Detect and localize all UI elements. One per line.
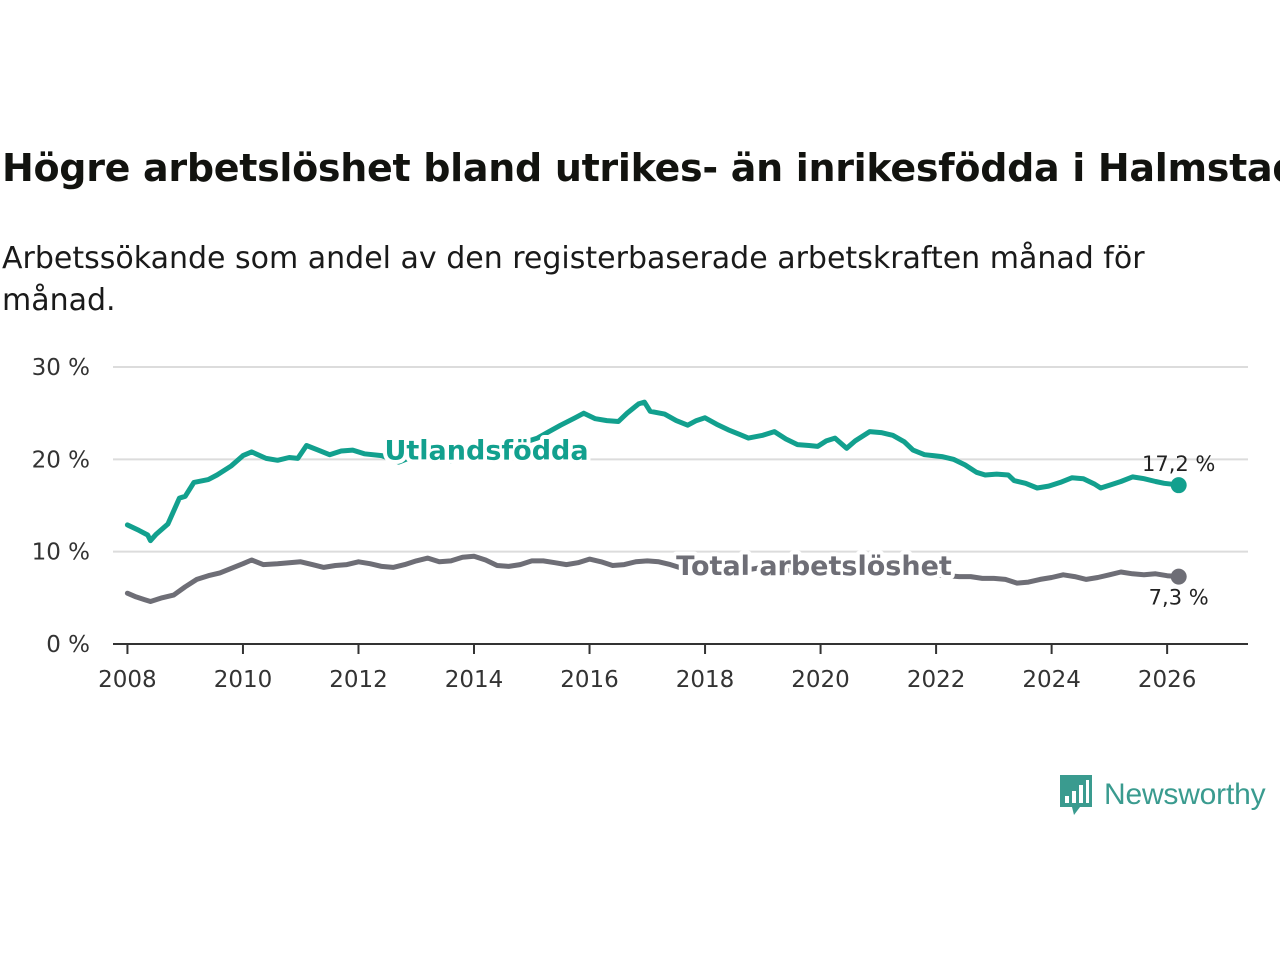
series-labels: 17,2 % 7,3 % Utlandsfödda Total arbetslöshe…: [380, 431, 1215, 610]
end-label-utland: 17,2 %: [1142, 452, 1215, 476]
end-label-total: 7,3 %: [1149, 586, 1209, 610]
series-line-total: [124, 553, 1182, 604]
y-tick-label: 0 %: [46, 632, 90, 658]
y-tick-label: 20 %: [32, 447, 90, 473]
x-tick-label: 2022: [907, 667, 966, 693]
x-tick-label: 2020: [791, 667, 850, 693]
x-tick-label: 2024: [1022, 667, 1081, 693]
series-label-utland: Utlandsfödda: [384, 435, 588, 466]
gridlines: [113, 366, 1248, 553]
chart-subtitle: Arbetssökande som andel av den registerb…: [2, 241, 1145, 318]
x-axis: 2008 2010 2012 2014 2016 2018 2020 2022 2024 2026: [98, 643, 1248, 693]
brand-name: Newsworthy: [1104, 778, 1266, 811]
chart-title: Högre arbetslöshet bland utrikes- än inr…: [2, 146, 1280, 190]
y-axis-labels: 0 % 10 % 20 % 30 %: [32, 355, 90, 658]
x-tick-label: 2012: [329, 667, 388, 693]
x-tick-label: 2026: [1138, 667, 1197, 693]
series-layer: [124, 399, 1187, 604]
y-tick-label: 30 %: [32, 355, 90, 381]
x-tick-label: 2014: [445, 667, 504, 693]
end-marker-total: [1170, 568, 1187, 585]
end-marker-utland: [1170, 477, 1187, 494]
x-tick-label: 2008: [98, 667, 157, 693]
line-chart: 0 % 10 % 20 % 30 % 2008 2010 2012 2014 2016 2018…: [32, 355, 1248, 693]
x-tick-label: 2018: [676, 667, 735, 693]
series-label-total: Total arbetslöshet: [676, 551, 952, 582]
x-tick-label: 2016: [560, 667, 619, 693]
x-tick-label: 2010: [214, 667, 273, 693]
brand-logo: Newsworthy: [1058, 773, 1266, 817]
y-tick-label: 10 %: [32, 540, 90, 566]
series-line-utland: [124, 399, 1182, 544]
newsworthy-logo-icon: [1060, 775, 1092, 815]
